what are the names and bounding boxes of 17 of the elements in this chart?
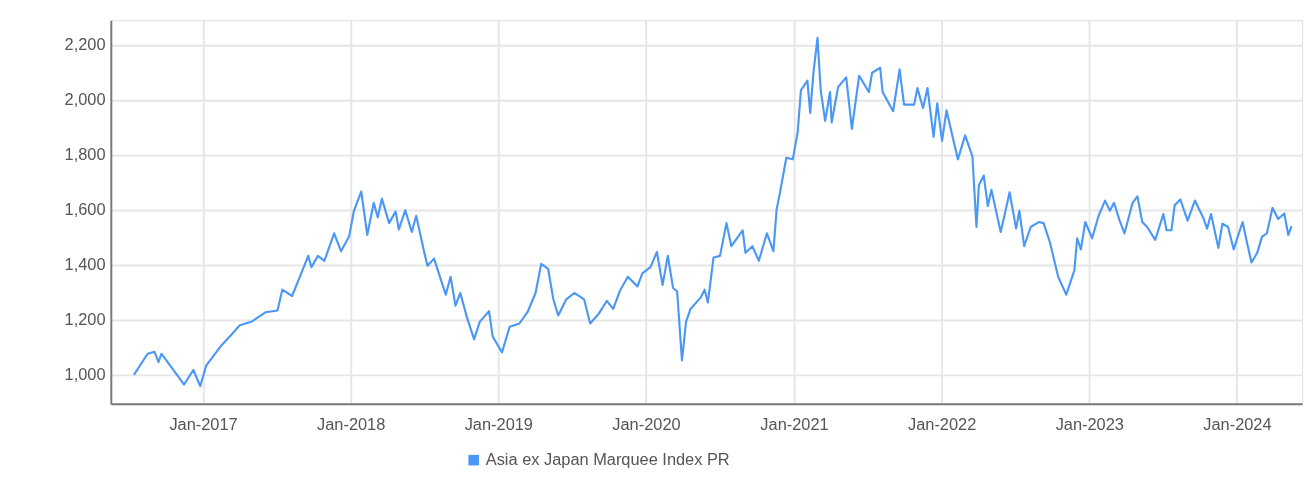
x-tick-label: Jan-2020 [612,415,681,434]
y-tick-label: 1,800 [64,145,106,164]
y-tick-label: 1,200 [64,310,106,329]
y-tick-label: 1,400 [64,255,106,274]
x-tick-label: Jan-2022 [908,415,977,434]
x-tick-label: Jan-2023 [1055,415,1124,434]
x-tick-label: Jan-2024 [1203,415,1272,434]
x-tick-label: Jan-2019 [464,415,533,434]
y-tick-label: 2,000 [64,90,106,109]
x-tick-label: Jan-2018 [317,415,386,434]
y-tick-label: 1,000 [64,365,106,384]
line-series [132,36,1293,388]
x-tick-label: Jan-2017 [169,415,238,434]
y-tick-label: 1,600 [64,200,106,219]
legend-label: Asia ex Japan Marquee Index PR [485,449,730,468]
y-tick-label: 2,200 [64,35,106,54]
x-tick-label: Jan-2021 [760,415,829,434]
